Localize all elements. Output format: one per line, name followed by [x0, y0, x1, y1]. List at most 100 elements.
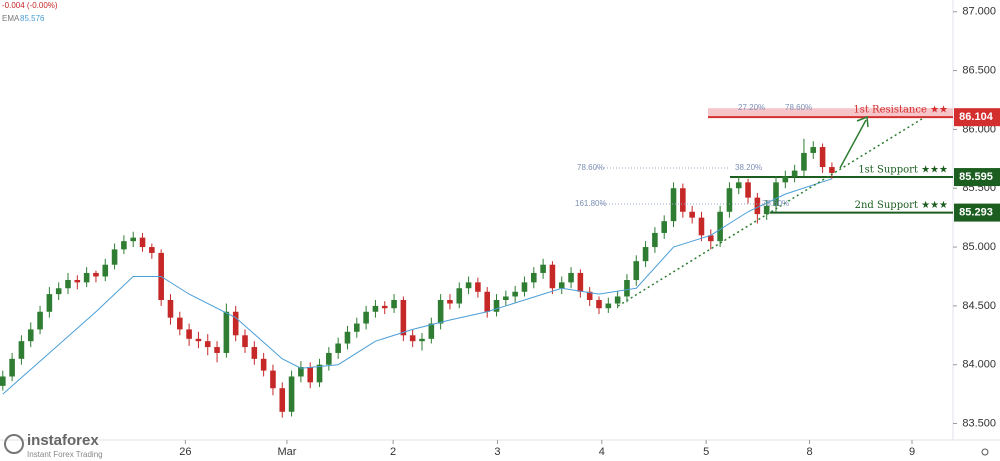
candle-body [670, 188, 677, 222]
candle-body [121, 241, 127, 250]
y-tick-label: 87.000 [962, 6, 996, 18]
fib-label: 78.60% [785, 103, 812, 112]
candle-body [558, 282, 565, 289]
candle-body [605, 303, 612, 309]
y-tick-label: 85.000 [962, 241, 996, 253]
candle-body [409, 335, 416, 342]
y-tick-label: 86.000 [962, 123, 996, 135]
y-tick-label: 83.500 [962, 417, 996, 429]
fib-label: 38.20% [735, 163, 762, 172]
candle-body [214, 347, 220, 353]
candle-body [260, 358, 267, 371]
candle-body [111, 249, 118, 265]
price-tag [954, 168, 1000, 187]
candle-body [316, 364, 323, 383]
candle-body [18, 341, 25, 359]
logo-icon [4, 434, 24, 454]
candle-body [726, 188, 733, 212]
candle-body [0, 376, 6, 386]
candle-body [698, 217, 705, 236]
price-tag-label: 85.595 [959, 171, 993, 183]
candle-body [195, 338, 202, 342]
candle-body [754, 197, 761, 215]
ema-line [2, 178, 833, 395]
x-tick-label: 3 [494, 446, 500, 458]
candle-body [353, 323, 360, 332]
ema-value: 85.576 [20, 14, 45, 23]
candle-body [735, 182, 742, 189]
x-tick-label: 5 [703, 446, 709, 458]
logo-name: instaforex [27, 432, 99, 449]
candle-body [37, 311, 43, 330]
candle-body [707, 235, 714, 242]
candle-body [503, 296, 509, 300]
candle-body [279, 388, 286, 412]
candle-body [391, 300, 397, 309]
price-tag [954, 203, 1000, 222]
candle-body [540, 264, 546, 273]
candle-body [791, 170, 798, 177]
candle-body [307, 367, 314, 383]
candle-body [83, 272, 90, 283]
candle-body [130, 237, 137, 242]
price-tag-label: 85.293 [959, 206, 993, 218]
fib-label: 161.80% [575, 199, 607, 208]
candle-body [242, 335, 248, 348]
change-label: -0.004 (-0.00%) [2, 1, 58, 10]
candle-body [549, 264, 556, 289]
candle-body [186, 329, 192, 339]
candle-body [568, 272, 574, 283]
candle-body [484, 291, 491, 312]
candle-body [465, 282, 472, 289]
level-name: 1st Support ★★★ [858, 165, 948, 176]
arrow [839, 119, 867, 169]
resistance-zone [708, 108, 953, 118]
arrow-head [856, 115, 869, 128]
candle-body [363, 311, 369, 324]
candle-body [232, 311, 239, 336]
y-tick-label: 84.000 [962, 359, 996, 371]
candle-body [326, 352, 332, 365]
candle-body [763, 205, 770, 215]
candle-body [577, 272, 584, 292]
candle-body [139, 237, 146, 248]
candle-body [596, 300, 602, 309]
fib-label: 78.60% [762, 199, 789, 208]
x-tick-label: 26 [179, 446, 191, 458]
settings-icon[interactable] [981, 448, 989, 456]
candle-body [335, 343, 341, 353]
candle-body [521, 282, 528, 292]
level-name: 1st Resistance ★★ [853, 105, 948, 116]
candle-body [782, 176, 789, 183]
candle-body [288, 376, 295, 412]
fib-label: 78.60% [577, 163, 604, 172]
candle-body [102, 264, 109, 277]
candle-body [456, 288, 463, 304]
candle-body [204, 341, 211, 348]
price-tag-label: 86.104 [959, 111, 994, 123]
candle-body [74, 280, 81, 283]
candle-body [149, 247, 155, 253]
candle-body [176, 317, 183, 330]
candle-body [512, 291, 518, 297]
candle-body [530, 272, 537, 283]
candle-body [27, 329, 34, 342]
candle-body [298, 367, 304, 377]
x-tick-label: 8 [806, 446, 812, 458]
candle-body [745, 182, 751, 198]
candle-body [381, 305, 388, 309]
candle-body [689, 211, 695, 218]
trendline [617, 116, 926, 307]
x-tick-label: 9 [909, 446, 915, 458]
candle-body [437, 300, 444, 324]
x-tick-label: 2 [390, 446, 396, 458]
candle-body [270, 370, 276, 389]
candle-body [46, 294, 53, 312]
candle-body [633, 261, 640, 280]
y-tick-label: 86.500 [962, 64, 996, 76]
candle-body [167, 300, 174, 318]
candle-body [400, 300, 407, 336]
x-tick-label: Mar [277, 446, 296, 458]
logo: instaforex Instant Forex Trading [4, 432, 103, 459]
